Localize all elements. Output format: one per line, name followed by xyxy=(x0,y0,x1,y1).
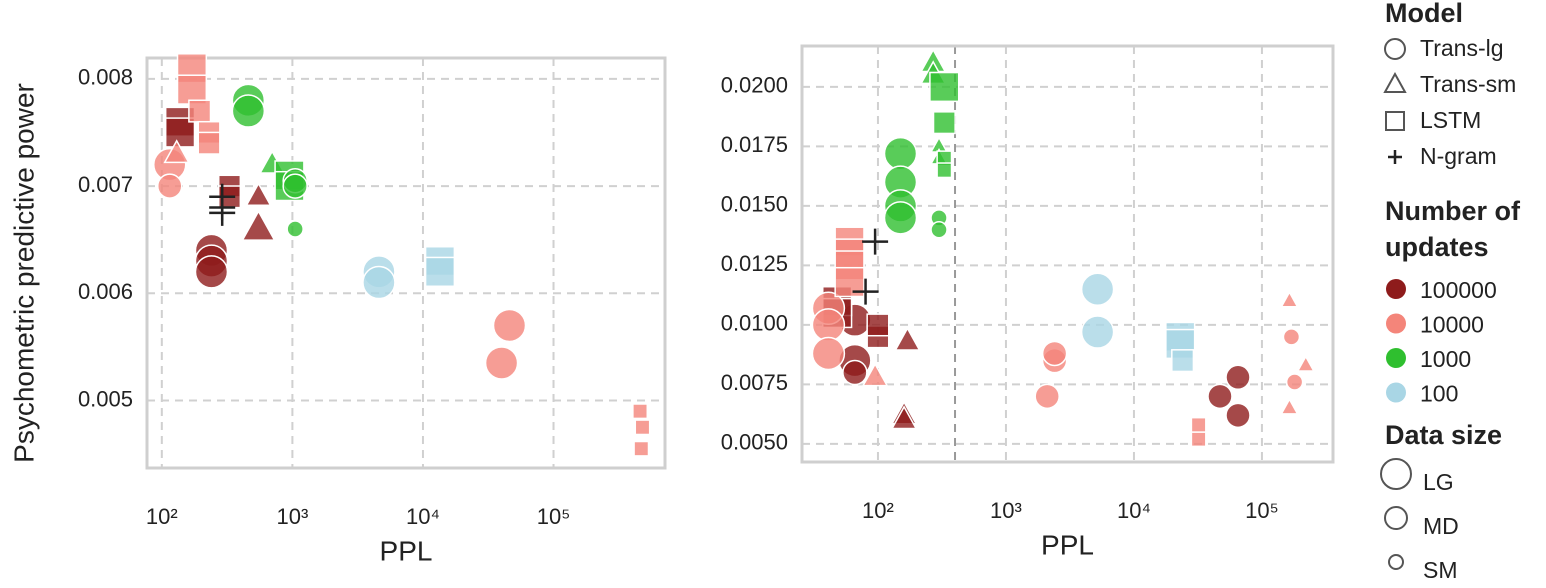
data-point xyxy=(163,139,190,164)
legend-label: 10000 xyxy=(1420,312,1484,338)
y-tick-label: 0.005 xyxy=(78,386,133,411)
data-point xyxy=(1225,402,1251,429)
legend-marker xyxy=(1388,150,1402,164)
x-tick-label: 10² xyxy=(146,504,178,529)
data-point xyxy=(197,131,221,155)
data-point xyxy=(936,162,953,179)
legend-label: Trans-sm xyxy=(1420,71,1516,97)
plot-frame xyxy=(145,56,667,470)
data-point xyxy=(1280,397,1299,415)
ngram-point xyxy=(852,278,879,305)
legend-marker xyxy=(1386,279,1406,299)
x-tick-label: 10³ xyxy=(990,498,1022,523)
plot-frame xyxy=(800,44,1335,464)
data-point xyxy=(282,173,308,199)
x-tick-label: 10⁴ xyxy=(406,504,440,529)
data-point xyxy=(883,136,918,171)
data-point xyxy=(890,405,918,430)
legend-label: 100000 xyxy=(1420,277,1497,303)
data-point xyxy=(866,313,890,337)
data-point xyxy=(1171,349,1195,373)
legend-marker xyxy=(1384,38,1406,60)
legend-label: SM xyxy=(1423,557,1458,583)
y-tick-label: 0.007 xyxy=(78,172,133,197)
legend-label: 100 xyxy=(1420,381,1458,407)
y-tick-label: 0.0125 xyxy=(721,251,788,276)
y-tick-label: 0.006 xyxy=(78,279,133,304)
y-tick-label: 0.0200 xyxy=(721,73,788,98)
data-point xyxy=(362,265,396,300)
data-point xyxy=(188,99,212,123)
data-point xyxy=(811,308,846,342)
legend-label: 1000 xyxy=(1420,346,1471,372)
legend-label: N-gram xyxy=(1420,143,1497,169)
y-tick-label: 0.0100 xyxy=(721,311,788,336)
x-axis-label: PPL xyxy=(380,535,433,566)
data-point xyxy=(1080,315,1115,349)
y-tick-label: 0.008 xyxy=(78,65,133,90)
legend-marker xyxy=(1383,71,1407,93)
data-point xyxy=(1282,328,1301,346)
data-point xyxy=(930,220,948,239)
legend-title: Data size xyxy=(1385,420,1502,450)
data-point xyxy=(811,336,846,371)
legend-label: LSTM xyxy=(1420,107,1481,133)
data-point xyxy=(194,255,229,289)
data-point xyxy=(1280,290,1299,308)
data-point xyxy=(894,326,921,351)
y-tick-label: 0.0050 xyxy=(721,430,788,455)
ngram-point xyxy=(862,228,889,255)
y-axis-label: Psychometric predictive power xyxy=(8,83,39,463)
legend-label: LG xyxy=(1423,469,1454,495)
data-point xyxy=(634,419,651,436)
ngram-point xyxy=(209,194,236,221)
legend-title: Number of updates xyxy=(1385,196,1520,262)
data-point xyxy=(156,173,183,199)
data-point xyxy=(1190,416,1207,433)
data-point xyxy=(1041,340,1068,367)
data-point xyxy=(1034,383,1060,410)
x-tick-label: 10³ xyxy=(276,504,308,529)
legend-label: Trans-lg xyxy=(1420,35,1504,61)
y-tick-label: 0.0075 xyxy=(721,370,788,395)
data-point xyxy=(492,308,527,343)
x-tick-label: 10⁵ xyxy=(537,504,571,529)
legend-marker xyxy=(1386,348,1406,368)
x-tick-label: 10² xyxy=(862,498,894,523)
legend-marker xyxy=(1388,554,1404,570)
data-point xyxy=(842,359,868,386)
legend-marker xyxy=(1386,382,1406,403)
data-point xyxy=(632,403,649,420)
data-point xyxy=(245,182,272,206)
legend-marker xyxy=(1385,111,1405,131)
legend-title: Model xyxy=(1385,0,1463,28)
data-point xyxy=(241,209,276,241)
y-tick-label: 0.0150 xyxy=(721,192,788,217)
data-point xyxy=(1190,431,1207,448)
y-tick-label: 0.0175 xyxy=(721,132,788,157)
data-point xyxy=(1080,272,1115,306)
x-tick-label: 10⁴ xyxy=(1117,498,1151,523)
data-point xyxy=(1296,355,1316,372)
data-point xyxy=(231,94,266,128)
data-point xyxy=(1207,383,1233,410)
data-point xyxy=(929,71,960,103)
legend-marker xyxy=(1386,313,1406,334)
data-point xyxy=(861,362,889,387)
x-tick-label: 10⁵ xyxy=(1245,498,1279,523)
data-point xyxy=(484,346,519,380)
x-axis-label: PPL xyxy=(1041,529,1094,560)
legend-marker xyxy=(1384,506,1408,530)
data-point xyxy=(424,256,456,287)
legend-marker xyxy=(1380,458,1412,490)
data-point xyxy=(932,111,956,135)
data-point xyxy=(286,220,304,238)
data-point xyxy=(1285,373,1304,391)
data-point xyxy=(633,440,650,457)
data-point xyxy=(1225,364,1251,391)
data-point xyxy=(883,201,918,235)
legend-label: MD xyxy=(1423,513,1459,539)
